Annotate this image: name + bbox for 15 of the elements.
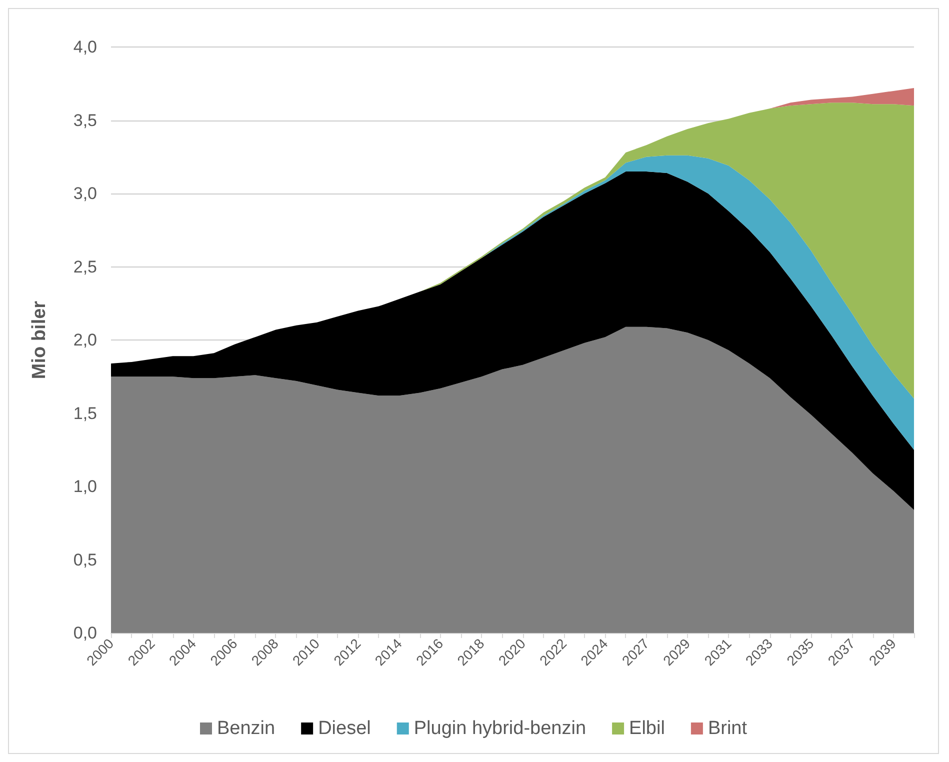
y-tick-label: 3,5 — [73, 110, 97, 130]
y-tick-label: 1,5 — [73, 404, 97, 423]
y-tick-label: 1,0 — [73, 477, 97, 496]
legend-label: Benzin — [216, 718, 276, 739]
y-tick-label: 2,5 — [73, 257, 97, 276]
legend-label: Plugin hybrid-benzin — [414, 718, 586, 739]
y-tick-label: 4,0 — [73, 38, 97, 56]
y-tick-label: 2,0 — [73, 330, 97, 350]
legend-label: Elbil — [629, 718, 665, 739]
y-tick-label: 0,5 — [73, 550, 97, 570]
y-tick-label: 0,0 — [73, 624, 97, 642]
legend-label: Brint — [708, 718, 748, 739]
legend-label: Diesel — [318, 718, 371, 739]
y-axis-title: Mio biler — [29, 300, 50, 380]
y-tick-label: 3,0 — [73, 184, 97, 203]
